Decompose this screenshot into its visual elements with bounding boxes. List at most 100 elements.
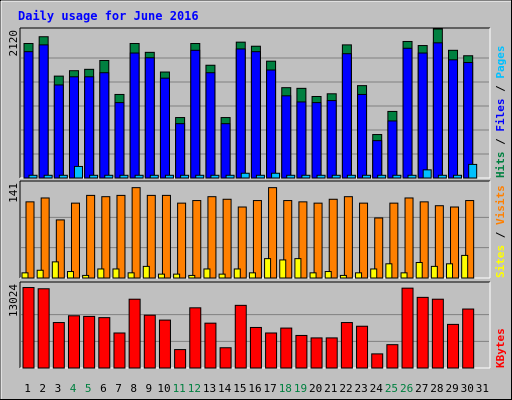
files-bar [84,76,95,179]
files-bar [341,53,352,179]
kbytes-bar [416,296,429,369]
legend-entry: Files [494,99,507,132]
visits-bar [116,194,126,279]
sites-bar [233,268,241,279]
kbytes-bar [295,334,308,369]
kbytes-bar [158,319,171,369]
sites-bar [461,254,469,279]
legend-entry: Hits [494,152,507,179]
files-bar [372,140,383,179]
kbytes-bar [83,315,96,369]
legend: KBytes [494,328,507,368]
sites-bar [36,269,44,279]
sites-bar [355,272,363,279]
kbytes-bar [401,287,414,369]
pages-bar [316,174,326,179]
x-tick-label: 26 [400,382,413,395]
pages-bar [164,174,174,179]
legend-entry: Pages [494,46,507,79]
sites-bar [400,272,408,279]
kbytes-bar [204,322,217,369]
sites-bar [446,263,454,279]
x-tick-label: 30 [461,382,474,395]
kbytes-bar [37,288,50,369]
panel-3-ymax-label: 13024 [7,284,20,317]
legend-entry: KBytes [494,328,507,368]
visits-bar [70,202,80,279]
pages-bar [149,174,159,179]
kbytes-bar [280,327,293,369]
pages-bar [119,174,129,179]
sites-bar [324,271,332,279]
x-tick-label: 7 [115,382,122,395]
files-bar [432,42,443,179]
sites-bar [415,262,423,279]
visits-bar [131,187,141,279]
sites-bar [248,272,256,279]
files-bar [402,47,413,179]
files-bar [99,72,110,179]
kbytes-bar [234,304,247,369]
files-bar [463,62,474,179]
pages-bar [422,169,432,179]
visits-bar [268,187,278,279]
legend-separator: / [494,132,507,152]
sites-bar [264,258,272,279]
x-tick-label: 29 [445,382,458,395]
x-tick-label: 1 [24,382,31,395]
visits-bar [313,202,323,279]
x-tick-label: 28 [430,382,443,395]
sites-bar [294,258,302,279]
visits-bar [343,196,353,279]
visits-bar [40,197,50,279]
x-tick-label: 20 [309,382,322,395]
kbytes-bar [462,308,475,369]
files-bar [175,123,186,179]
x-tick-label: 22 [339,382,352,395]
visits-bar [450,206,460,279]
legend-separator: / [494,79,507,99]
kbytes-bar [189,307,202,369]
pages-bar [58,174,68,179]
kbytes-bar [128,298,141,369]
pages-bar [225,174,235,179]
pages-bar [104,174,114,179]
x-tick-label: 4 [70,382,77,395]
x-tick-label: 19 [294,382,307,395]
visits-bar [222,198,232,279]
x-tick-label: 5 [85,382,92,395]
files-bar [296,101,307,179]
kbytes-bar [371,353,384,369]
visits-bar [207,196,217,279]
kbytes-bar [98,317,111,369]
files-bar [205,72,216,179]
sites-bar [66,271,74,279]
pages-bar [331,174,341,179]
visits-bar [434,205,444,279]
x-tick-label: 11 [173,382,186,395]
visits-bar [237,206,247,279]
kbytes-bar [310,337,323,369]
visits-bar [25,201,35,279]
kbytes-bar [174,349,187,369]
x-tick-label: 24 [370,382,384,395]
visits-bar [161,194,171,279]
pages-bar [240,172,250,179]
legend-separator: / [494,225,507,245]
chart-title: Daily usage for June 2016 [18,9,199,23]
visits-bar [101,196,111,279]
pages-bar [210,174,220,179]
sites-bar [112,268,120,279]
files-bar [417,52,428,179]
visits-bar [359,202,369,279]
legend: Sites / Visits [494,185,507,278]
visits-bar [252,200,262,279]
x-tick-label: 15 [233,382,246,395]
x-tick-label: 10 [157,382,170,395]
pages-bar [286,174,296,179]
visits-bar [389,202,399,279]
pages-bar [362,174,372,179]
pages-bar [255,174,265,179]
